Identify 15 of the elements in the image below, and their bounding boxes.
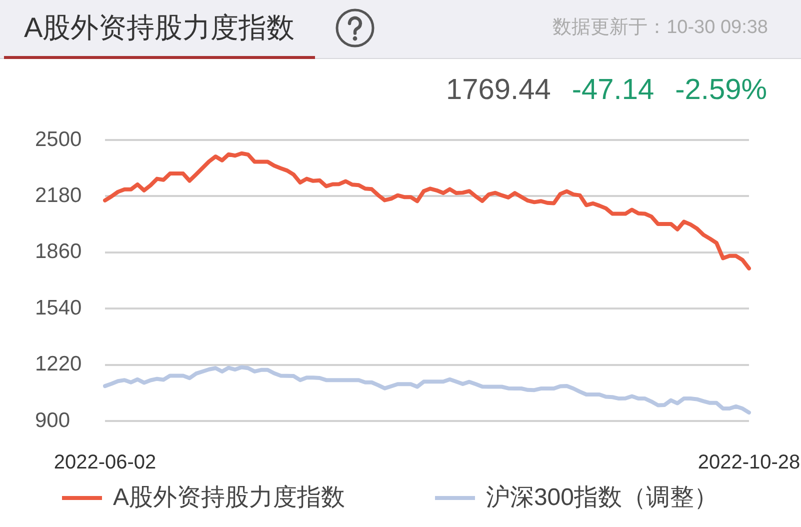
y-tick-label: 2180 bbox=[35, 184, 82, 207]
y-tick-label: 900 bbox=[35, 408, 70, 432]
text: -47.14 bbox=[572, 74, 654, 106]
chart-title: A股外资持股力度指数 bbox=[24, 11, 295, 45]
legend-label: A股外资持股力度指数 bbox=[113, 484, 346, 512]
y-tick-label: 1860 bbox=[35, 240, 82, 264]
y-tick-label: 1540 bbox=[35, 296, 82, 320]
x-tick-label: 2022-06-02 bbox=[54, 452, 156, 474]
chart-subtitle: 数据更新于：10-30 09:38 bbox=[552, 16, 768, 40]
text: -2.59% bbox=[675, 74, 767, 106]
text: 1769.44 bbox=[446, 74, 551, 106]
y-tick-label: 2500 bbox=[35, 128, 82, 151]
y-tick-label: 1220 bbox=[35, 352, 82, 376]
legend-label: 沪深300指数（调整） bbox=[486, 484, 718, 512]
x-tick-label: 2022-10-28 bbox=[698, 452, 800, 474]
